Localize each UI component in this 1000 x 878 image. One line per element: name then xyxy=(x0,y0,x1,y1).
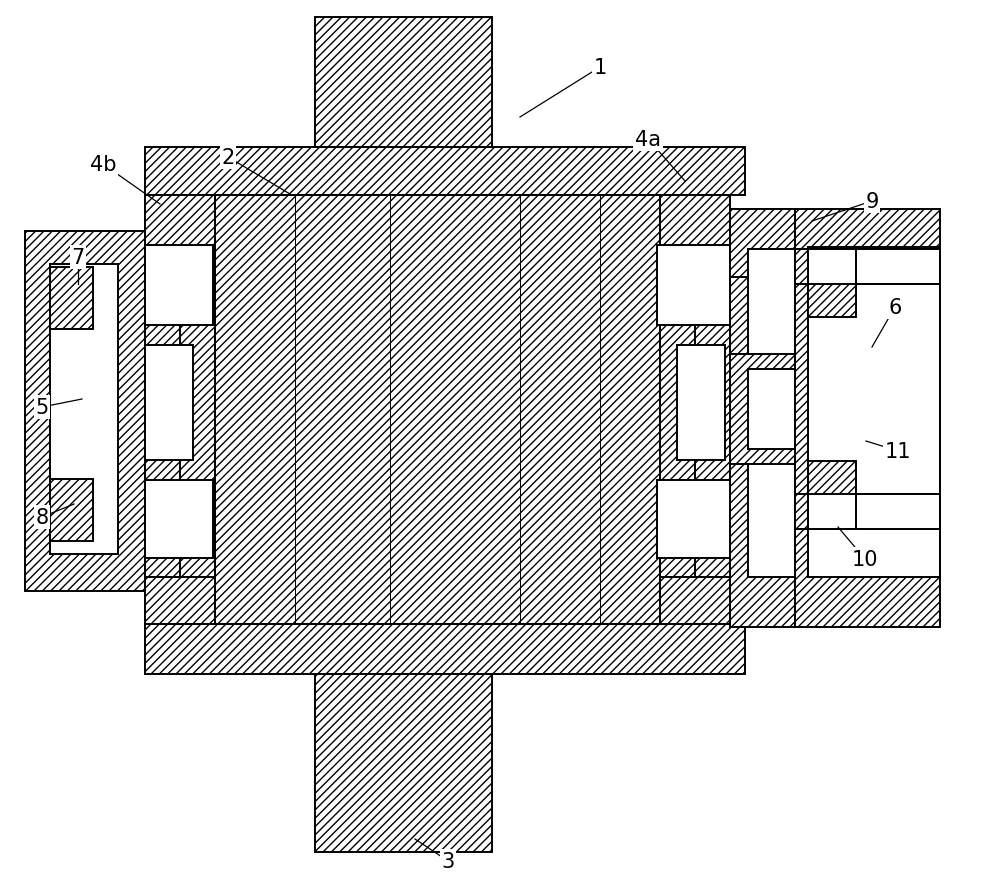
Bar xyxy=(795,494,940,529)
Text: 9: 9 xyxy=(865,191,879,212)
Text: 3: 3 xyxy=(441,851,455,871)
Bar xyxy=(145,196,215,624)
Bar xyxy=(215,196,660,624)
Bar xyxy=(677,346,725,460)
Bar xyxy=(748,249,795,578)
Bar xyxy=(145,624,745,674)
Bar xyxy=(730,210,795,277)
Bar xyxy=(808,462,856,529)
Text: 4b: 4b xyxy=(90,155,116,175)
Bar xyxy=(315,674,492,852)
Bar xyxy=(795,494,808,529)
Bar xyxy=(808,248,940,578)
Text: 6: 6 xyxy=(888,298,902,318)
Text: 8: 8 xyxy=(35,507,49,528)
Bar xyxy=(295,196,390,624)
Text: 1: 1 xyxy=(593,58,607,78)
Bar xyxy=(660,196,730,624)
Bar xyxy=(25,232,148,591)
Bar xyxy=(145,148,745,196)
Bar xyxy=(730,210,795,627)
Bar xyxy=(315,18,492,148)
Bar xyxy=(145,346,193,460)
Bar xyxy=(795,249,808,284)
Bar xyxy=(600,196,660,624)
Text: 11: 11 xyxy=(885,442,911,462)
Text: 7: 7 xyxy=(71,248,85,268)
Bar xyxy=(145,246,213,326)
Bar xyxy=(660,196,730,246)
Bar xyxy=(215,196,295,624)
Bar xyxy=(748,370,795,450)
Bar xyxy=(50,264,118,554)
Text: 4a: 4a xyxy=(635,130,661,150)
Text: 10: 10 xyxy=(852,550,878,569)
Bar xyxy=(145,480,213,558)
Bar xyxy=(660,578,730,624)
Bar xyxy=(50,268,93,329)
Bar xyxy=(660,196,695,624)
Bar xyxy=(795,210,940,627)
Bar xyxy=(856,249,940,284)
Text: 2: 2 xyxy=(221,148,235,168)
Bar xyxy=(390,196,520,624)
Bar xyxy=(795,249,940,284)
Bar xyxy=(145,196,180,624)
Bar xyxy=(808,249,856,318)
Bar xyxy=(856,494,940,529)
Text: 5: 5 xyxy=(35,398,49,418)
Bar xyxy=(50,479,93,542)
Bar xyxy=(145,196,215,246)
Bar xyxy=(657,480,730,558)
Bar xyxy=(145,578,215,624)
Bar xyxy=(520,196,600,624)
Bar xyxy=(657,246,730,326)
Bar xyxy=(730,355,795,464)
